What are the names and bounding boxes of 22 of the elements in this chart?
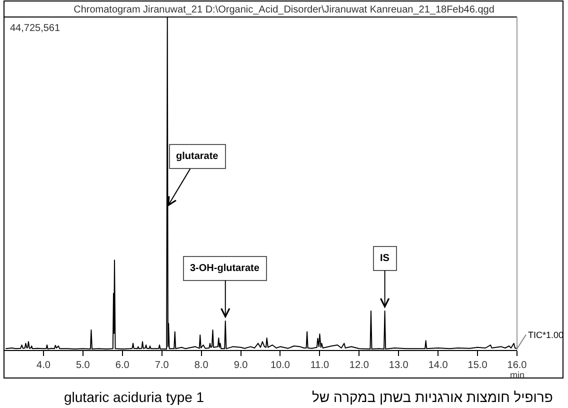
- annotation: 44,725,561: [10, 23, 60, 34]
- annotation: IS: [380, 253, 390, 264]
- annotation: glutarate: [176, 151, 219, 162]
- text: glutaric aciduria type 1: [64, 389, 204, 405]
- x-tick-label: 8.0: [194, 360, 209, 371]
- x-tick-label: 7.0: [154, 360, 170, 371]
- annotation: 3-OH-glutarate: [190, 263, 260, 274]
- x-tick-label: 6.0: [115, 360, 130, 371]
- x-tick-label: 5.0: [76, 360, 90, 371]
- x-tick-label: 14.0: [428, 360, 448, 371]
- x-tick-label: 11.0: [310, 360, 330, 371]
- x-axis-title: min: [510, 370, 525, 380]
- x-tick-label: 12.0: [349, 360, 370, 371]
- x-tick-label: 15.0: [468, 360, 488, 371]
- chart-title: Chromatogram Jiranuwat_21 D:\Organic_Acid_Disorder\Jiranuwat Kanreuan_21_18Feb46.qgd: [74, 4, 494, 16]
- x-tick-label: 9.0: [234, 360, 248, 371]
- x-tick-label: 4.0: [36, 360, 51, 371]
- text: פרופיל חומצות אורגניות בשתן במקרה של: [312, 389, 553, 405]
- series-label: TIC*1.00: [528, 330, 564, 340]
- x-tick-label: 10.0: [270, 360, 290, 371]
- x-tick-label: 13.0: [388, 360, 409, 371]
- x-tick-label: 16.0: [507, 360, 528, 371]
